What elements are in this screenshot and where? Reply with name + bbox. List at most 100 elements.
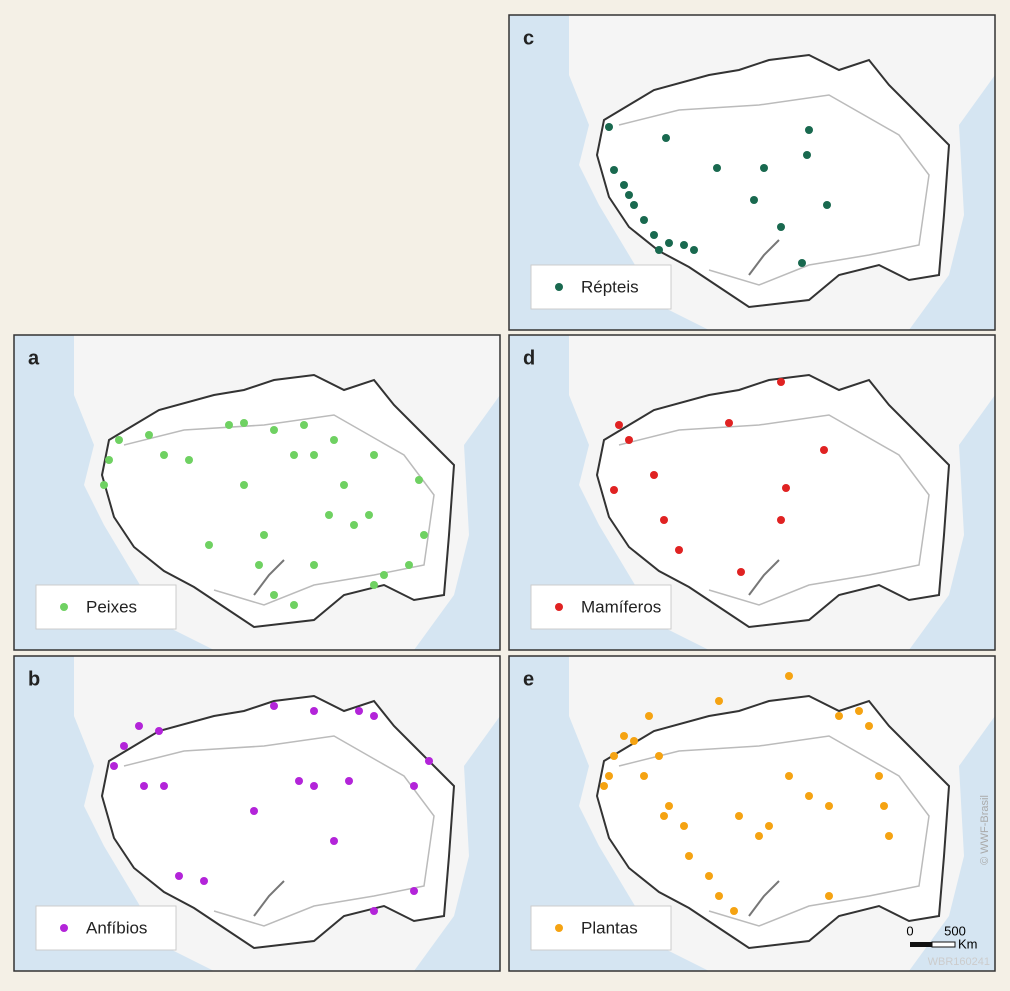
occurrence-dot xyxy=(405,561,413,569)
occurrence-dot xyxy=(110,762,118,770)
occurrence-dot xyxy=(145,431,153,439)
legend-box xyxy=(530,584,672,630)
legend-label: Anfíbios xyxy=(86,918,147,937)
occurrence-dot xyxy=(680,822,688,830)
occurrence-dot xyxy=(410,887,418,895)
occurrence-dot xyxy=(610,752,618,760)
occurrence-dot xyxy=(370,451,378,459)
occurrence-dot xyxy=(755,832,763,840)
occurrence-dot xyxy=(270,702,278,710)
occurrence-dot xyxy=(855,707,863,715)
occurrence-dot xyxy=(785,772,793,780)
occurrence-dot xyxy=(662,134,670,142)
occurrence-dot xyxy=(330,837,338,845)
legend-dot xyxy=(555,603,563,611)
occurrence-dot xyxy=(290,601,298,609)
occurrence-dot xyxy=(625,436,633,444)
legend-dot xyxy=(60,924,68,932)
occurrence-dot xyxy=(610,166,618,174)
occurrence-dot xyxy=(625,191,633,199)
occurrence-dot xyxy=(620,732,628,740)
occurrence-dot xyxy=(875,772,883,780)
occurrence-dot xyxy=(270,426,278,434)
occurrence-dot xyxy=(160,451,168,459)
map-panel: d Mamíferos xyxy=(509,335,995,650)
occurrence-dot xyxy=(675,546,683,554)
panel-letter: b xyxy=(28,668,40,690)
occurrence-dot xyxy=(160,782,168,790)
occurrence-dot xyxy=(310,561,318,569)
occurrence-dot xyxy=(345,777,353,785)
occurrence-dot xyxy=(777,516,785,524)
panel-border xyxy=(508,334,996,651)
occurrence-dot xyxy=(715,697,723,705)
occurrence-dot xyxy=(310,707,318,715)
panel-border xyxy=(13,334,501,651)
occurrence-dot xyxy=(240,481,248,489)
legend-box xyxy=(35,584,177,630)
legend-box xyxy=(35,905,177,951)
occurrence-dot xyxy=(782,484,790,492)
occurrence-dot xyxy=(655,752,663,760)
occurrence-dot xyxy=(825,802,833,810)
panel-border xyxy=(508,14,996,331)
occurrence-dot xyxy=(310,782,318,790)
panel-letter: c xyxy=(523,27,534,49)
occurrence-dot xyxy=(713,164,721,172)
occurrence-dot xyxy=(823,201,831,209)
occurrence-dot xyxy=(665,239,673,247)
occurrence-dot xyxy=(295,777,303,785)
occurrence-dot xyxy=(325,511,333,519)
occurrence-dot xyxy=(370,581,378,589)
legend-label: Peixes xyxy=(86,597,137,616)
panel-letter: d xyxy=(523,347,535,369)
legend-dot xyxy=(60,603,68,611)
occurrence-dot xyxy=(885,832,893,840)
occurrence-dot xyxy=(650,471,658,479)
map-panel: b Anfíbios xyxy=(14,656,500,971)
occurrence-dot xyxy=(240,419,248,427)
occurrence-dot xyxy=(630,737,638,745)
occurrence-dot xyxy=(760,164,768,172)
occurrence-dot xyxy=(370,712,378,720)
occurrence-dot xyxy=(270,591,278,599)
occurrence-dot xyxy=(820,446,828,454)
occurrence-dot xyxy=(680,241,688,249)
occurrence-dot xyxy=(605,772,613,780)
map-panel: c Répteis xyxy=(509,15,995,330)
legend-dot xyxy=(555,283,563,291)
occurrence-dot xyxy=(880,802,888,810)
occurrence-dot xyxy=(225,421,233,429)
occurrence-dot xyxy=(115,436,123,444)
occurrence-dot xyxy=(685,852,693,860)
occurrence-dot xyxy=(640,216,648,224)
panel-letter: e xyxy=(523,668,534,690)
occurrence-dot xyxy=(370,907,378,915)
occurrence-dot xyxy=(660,812,668,820)
map-panel: a Peixes xyxy=(14,335,500,650)
occurrence-dot xyxy=(610,486,618,494)
occurrence-dot xyxy=(410,782,418,790)
occurrence-dot xyxy=(640,772,648,780)
occurrence-dot xyxy=(600,782,608,790)
legend-label: Mamíferos xyxy=(581,597,661,616)
panel-letter: a xyxy=(28,347,40,369)
legend-box xyxy=(530,264,672,310)
figure-code: WBR160241 xyxy=(928,956,990,968)
legend-label: Plantas xyxy=(581,918,638,937)
occurrence-dot xyxy=(785,672,793,680)
scale-end: 500 xyxy=(944,923,966,938)
occurrence-dot xyxy=(645,712,653,720)
occurrence-dot xyxy=(825,892,833,900)
legend-dot xyxy=(555,924,563,932)
credit: © WWF-Brasil xyxy=(979,795,991,865)
occurrence-dot xyxy=(255,561,263,569)
occurrence-dot xyxy=(380,571,388,579)
occurrence-dot xyxy=(620,181,628,189)
occurrence-dot xyxy=(650,231,658,239)
occurrence-dot xyxy=(765,822,773,830)
occurrence-dot xyxy=(803,151,811,159)
scale-start: 0 xyxy=(906,923,913,938)
occurrence-dot xyxy=(155,727,163,735)
